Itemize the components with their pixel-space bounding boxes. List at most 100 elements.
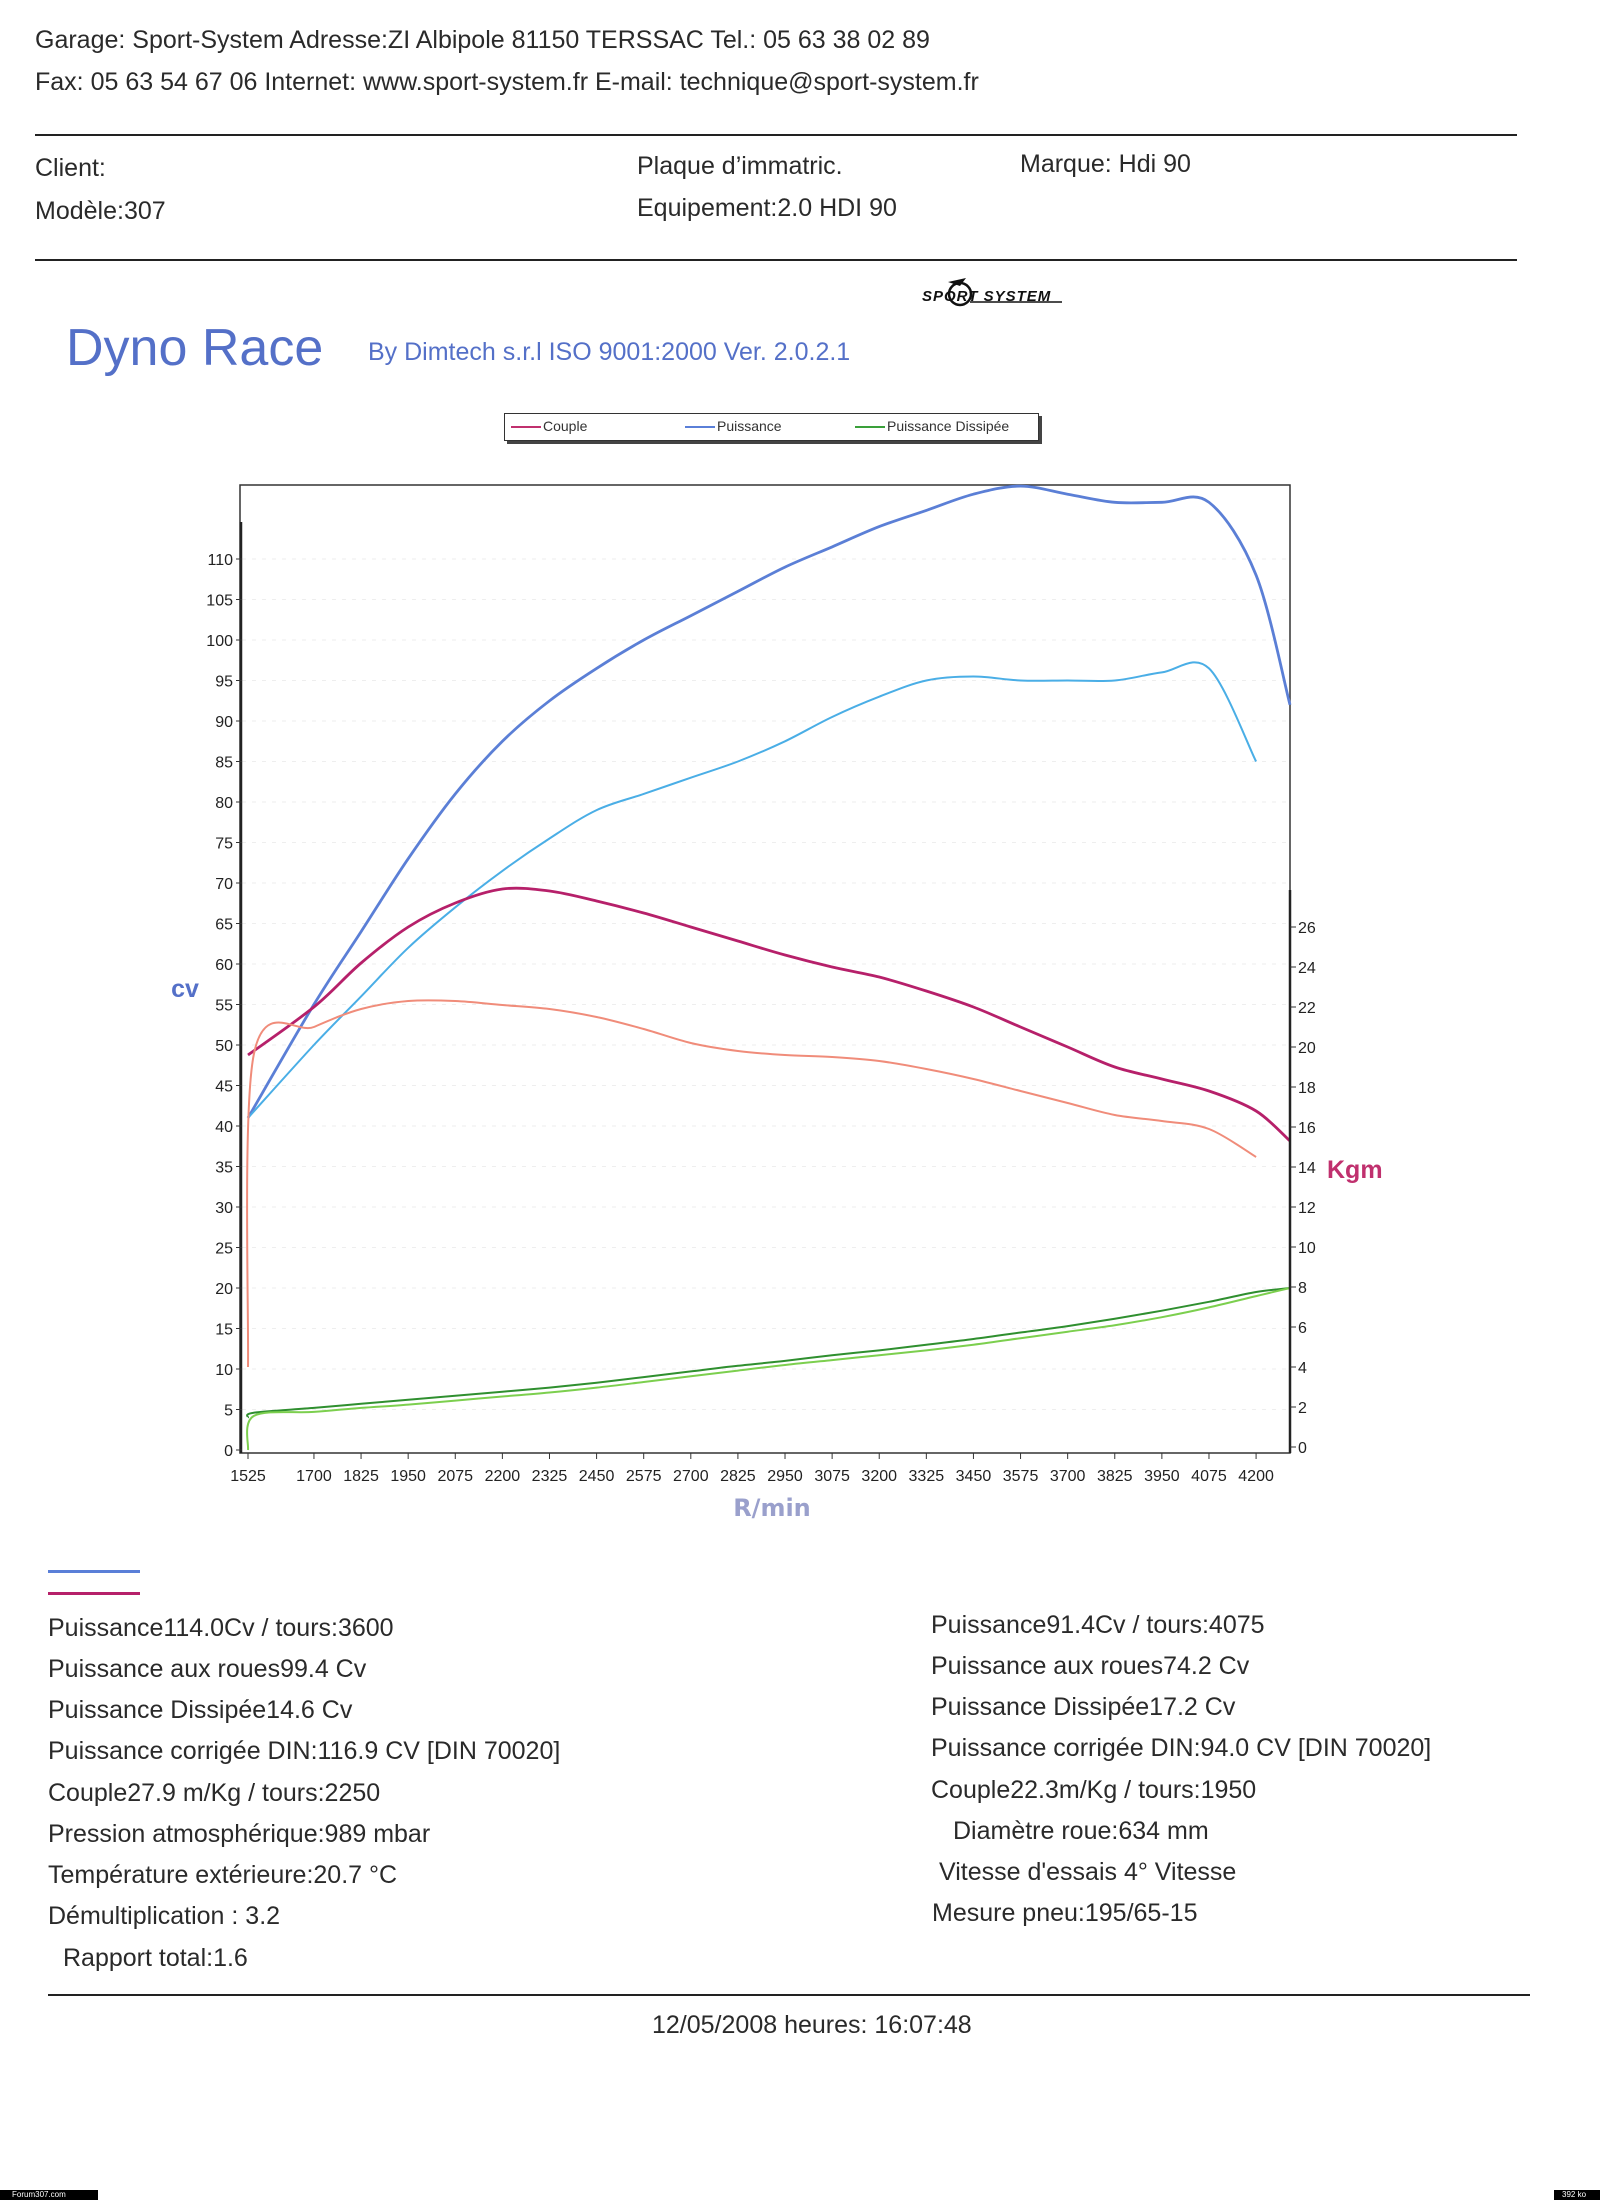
- series-3-point-6: [502, 1004, 503, 1005]
- x-tick-label-1: 1700: [296, 1468, 332, 1485]
- brand-subtitle: By Dimtech s.r.l ISO 9001:2000 Ver. 2.0.…: [368, 338, 851, 366]
- series-3-point-22: [1256, 1156, 1257, 1157]
- series-5-point-20: [1161, 1317, 1162, 1318]
- series-2-point-8: [643, 912, 644, 913]
- stat-right-0: Puissance91.4Cv / tours:4075: [931, 1611, 1265, 1639]
- stat-right-7: Mesure pneu:195/65-15: [932, 1899, 1198, 1927]
- series-5-point-22: [1256, 1296, 1257, 1297]
- x-tick-label-6: 2325: [532, 1468, 568, 1485]
- series-3-point-1: [253, 1054, 254, 1055]
- stat-right-1: Puissance aux roues74.2 Cv: [931, 1652, 1250, 1680]
- series-1-point-9: [690, 777, 691, 778]
- garage-info-line2: Fax: 05 63 54 67 06 Internet: www.sport-…: [35, 68, 979, 96]
- stat-left-2: Puissance Dissipée14.6 Cv: [48, 1696, 353, 1724]
- series-4-point-0: [247, 1417, 248, 1418]
- y-left-tick-label-7: 35: [215, 1160, 233, 1177]
- series-5-point-3: [361, 1407, 362, 1408]
- sport-system-logo: SPORT SYSTEM: [920, 272, 1070, 312]
- y-right-tick-label-2: 4: [1298, 1360, 1307, 1377]
- x-tick-label-21: 4200: [1238, 1468, 1274, 1485]
- chart-legend: Couple Puissance Puissance Dissipée: [504, 413, 1039, 441]
- series-4-point-18: [1067, 1326, 1068, 1327]
- series-3-point-13: [832, 1056, 833, 1057]
- legend-label-dissipee: Puissance Dissipée: [887, 418, 1010, 434]
- series-2-point-1: [313, 1006, 314, 1007]
- series-1-point-5: [502, 870, 503, 871]
- x-tick-label-9: 2700: [673, 1468, 709, 1485]
- header-divider: [35, 134, 1517, 136]
- series-4-point-9: [643, 1377, 644, 1378]
- series-2-point-5: [502, 888, 503, 889]
- series-5-point-12: [784, 1364, 785, 1365]
- series-2-point-6: [549, 890, 550, 891]
- y-right-tick-label-5: 10: [1298, 1240, 1316, 1257]
- series-4-point-22: [1256, 1291, 1257, 1292]
- series-5-point-16: [973, 1344, 974, 1345]
- series-0-point-10: [737, 591, 738, 592]
- series-5-point-4: [408, 1404, 409, 1405]
- series-0-point-12: [832, 546, 833, 547]
- series-4-point-6: [502, 1391, 503, 1392]
- series-2-point-4: [455, 902, 456, 903]
- y-left-tick-label-2: 10: [215, 1362, 233, 1379]
- y-right-tick-label-12: 24: [1298, 960, 1316, 977]
- stat-left-5: Pression atmosphérique:989 mbar: [48, 1820, 431, 1848]
- y-right-tick-label-1: 2: [1298, 1400, 1307, 1417]
- x-tick-label-12: 3075: [814, 1468, 850, 1485]
- series-0-point-22: [1289, 704, 1290, 705]
- footer-right-bar: [1554, 2190, 1600, 2200]
- client-label: Client:: [35, 154, 106, 182]
- y-right-tick-label-7: 14: [1298, 1160, 1316, 1177]
- x-tick-label-11: 2950: [767, 1468, 803, 1485]
- x-tick-label-15: 3450: [956, 1468, 992, 1485]
- series-3-point-4: [408, 1000, 409, 1001]
- y-right-tick-label-13: 26: [1298, 920, 1316, 937]
- plot-frame: [239, 484, 1291, 1454]
- axis-x: 1525 1700 1825 1950 2075 2200 2325 2450 2575 2700…: [230, 1453, 1274, 1485]
- series-2-point-15: [973, 1006, 974, 1007]
- series-0-point-21: [1256, 575, 1257, 576]
- y-left-tick-label-1: 5: [224, 1403, 233, 1420]
- series-0-point-18: [1114, 502, 1115, 503]
- y-left-tick-label-9: 45: [215, 1079, 233, 1096]
- series-3-point-20: [1161, 1120, 1162, 1121]
- footer-left-tag: Forum307.com: [12, 2190, 66, 2199]
- series-2-point-13: [879, 976, 880, 977]
- series-5-point-6: [502, 1396, 503, 1397]
- legend-swatch-couple: [511, 426, 541, 429]
- stat-right-3: Puissance corrigée DIN:94.0 CV [DIN 7002…: [931, 1734, 1432, 1762]
- series-3-point-21: [1208, 1128, 1209, 1129]
- y-right-tick-label-9: 18: [1298, 1080, 1316, 1097]
- series-3-point-5: [455, 1000, 456, 1001]
- series-2-point-10: [737, 940, 738, 941]
- series-1-point-17: [1067, 680, 1068, 681]
- series-4-point-5: [455, 1395, 456, 1396]
- footer-divider: [48, 1994, 1530, 1996]
- stat-left-4: Couple27.9 m/Kg / tours:2250: [48, 1779, 381, 1807]
- garage-info-line1: Garage: Sport-System Adresse:ZI Albipole…: [35, 26, 930, 54]
- equipement-label: Equipement:2.0 HDI 90: [637, 194, 897, 222]
- series-4-point-17: [1020, 1332, 1021, 1333]
- series-2-point-14: [926, 990, 927, 991]
- y-right-tick-label-10: 20: [1298, 1040, 1316, 1057]
- series-1-point-19: [1161, 672, 1162, 673]
- series-2-point-18: [1114, 1066, 1115, 1067]
- series-2-point-16: [1020, 1026, 1021, 1027]
- series-3-point-15: [926, 1068, 927, 1069]
- series-1-point-21: [1256, 761, 1257, 762]
- y-left-tick-label-18: 90: [215, 714, 233, 731]
- series-4-point-14: [879, 1350, 880, 1351]
- vehicle-divider: [35, 259, 1517, 261]
- series-5-point-14: [879, 1355, 880, 1356]
- series-4-point-7: [549, 1387, 550, 1388]
- series-3-point-18: [1067, 1102, 1068, 1103]
- y-left-tick-label-10: 50: [215, 1038, 233, 1055]
- y-left-tick-label-15: 75: [215, 836, 233, 853]
- stat-right-4: Couple22.3m/Kg / tours:1950: [931, 1776, 1257, 1804]
- legend-item-dissipee: Puissance Dissipée: [855, 418, 1009, 434]
- x-tick-label-17: 3700: [1050, 1468, 1086, 1485]
- series-4-point-12: [784, 1360, 785, 1361]
- series-line-4: [246, 1287, 1291, 1419]
- series-4-point-10: [690, 1371, 691, 1372]
